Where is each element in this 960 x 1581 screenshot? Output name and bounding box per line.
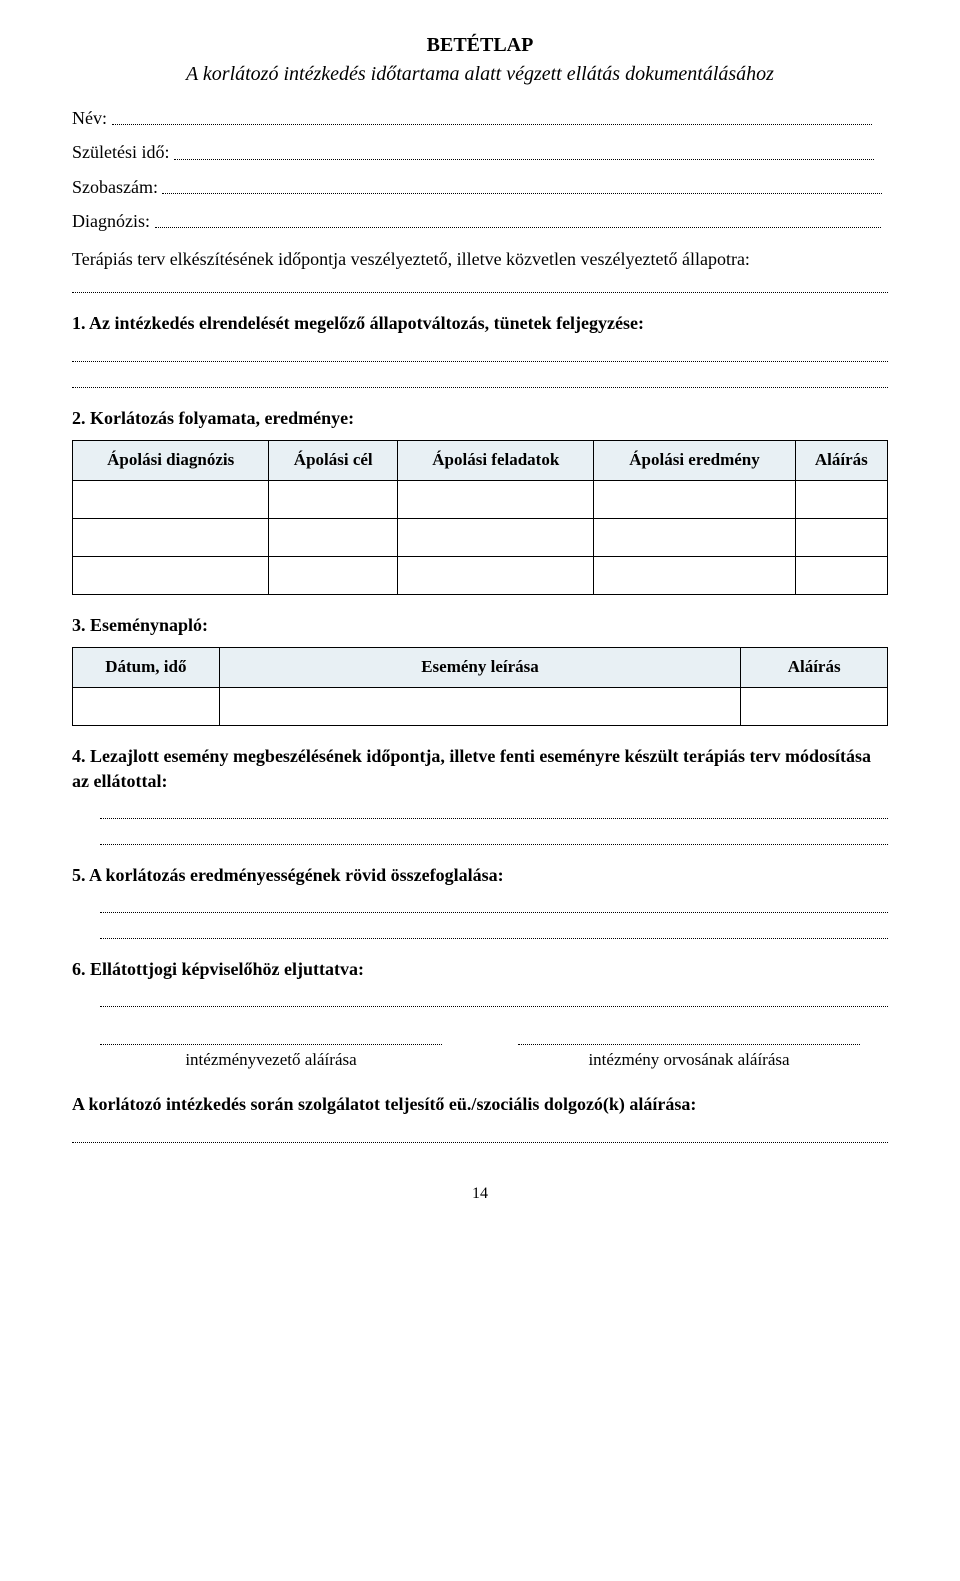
table-row bbox=[73, 519, 888, 557]
col-diagnosis: Ápolási diagnózis bbox=[73, 441, 269, 481]
event-log-table: Dátum, idő Esemény leírása Aláírás bbox=[72, 647, 888, 726]
dotted-line-full bbox=[72, 346, 888, 362]
dotted-line-full bbox=[100, 803, 888, 819]
dotted-line-full bbox=[100, 923, 888, 939]
diagnosis-label: Diagnózis: bbox=[72, 211, 150, 231]
table-row bbox=[73, 557, 888, 595]
signature-right-label: intézmény orvosának aláírása bbox=[518, 1049, 860, 1072]
dotted-line-full bbox=[100, 991, 888, 1007]
section-6-heading: 6. Ellátottjogi képviselőhöz eljuttatva: bbox=[72, 957, 888, 981]
col-datetime: Dátum, idő bbox=[73, 648, 220, 688]
field-room: Szobaszám: bbox=[72, 175, 888, 199]
table-row bbox=[73, 481, 888, 519]
dotted-line-full bbox=[100, 897, 888, 913]
signature-left: intézményvezető aláírása bbox=[100, 1031, 442, 1072]
title-main: BETÉTLAP bbox=[72, 32, 888, 59]
table-header-row: Dátum, idő Esemény leírása Aláírás bbox=[73, 648, 888, 688]
section-5-heading: 5. A korlátozás eredményességének rövid … bbox=[72, 863, 888, 887]
field-birth: Születési idő: bbox=[72, 140, 888, 164]
field-diagnosis: Diagnózis: bbox=[72, 209, 888, 233]
signature-left-label: intézményvezető aláírása bbox=[100, 1049, 442, 1072]
room-label: Szobaszám: bbox=[72, 177, 158, 197]
care-process-table: Ápolási diagnózis Ápolási cél Ápolási fe… bbox=[72, 440, 888, 595]
title-block: BETÉTLAP A korlátozó intézkedés időtarta… bbox=[72, 32, 888, 88]
table-header-row: Ápolási diagnózis Ápolási cél Ápolási fe… bbox=[73, 441, 888, 481]
col-description: Esemény leírása bbox=[219, 648, 741, 688]
dotted-line bbox=[155, 227, 881, 228]
col-result: Ápolási eredmény bbox=[594, 441, 795, 481]
section-4-heading: 4. Lezajlott esemény megbeszélésének idő… bbox=[72, 744, 888, 793]
birth-label: Születési idő: bbox=[72, 142, 170, 162]
final-line: A korlátozó intézkedés során szolgálatot… bbox=[72, 1092, 888, 1116]
section-2-heading: 2. Korlátozás folyamata, eredménye: bbox=[72, 406, 888, 430]
dotted-line bbox=[162, 193, 882, 194]
title-sub: A korlátozó intézkedés időtartama alatt … bbox=[72, 61, 888, 88]
signature-right: intézmény orvosának aláírása bbox=[518, 1031, 860, 1072]
dotted-line bbox=[174, 159, 874, 160]
dotted-line-full bbox=[72, 277, 888, 293]
table-row bbox=[73, 688, 888, 726]
section-3-heading: 3. Eseménynapló: bbox=[72, 613, 888, 637]
dotted-line-full bbox=[72, 1127, 888, 1143]
col-goal: Ápolási cél bbox=[269, 441, 398, 481]
col-signature: Aláírás bbox=[741, 648, 888, 688]
dotted-line bbox=[518, 1031, 860, 1045]
col-signature: Aláírás bbox=[795, 441, 887, 481]
page-number: 14 bbox=[72, 1183, 888, 1205]
signature-row: intézményvezető aláírása intézmény orvos… bbox=[72, 1031, 888, 1072]
therapy-line: Terápiás terv elkészítésének időpontja v… bbox=[72, 247, 888, 271]
dotted-line-full bbox=[72, 372, 888, 388]
field-name: Név: bbox=[72, 106, 888, 130]
dotted-line bbox=[112, 124, 872, 125]
section-1-heading: 1. Az intézkedés elrendelését megelőző á… bbox=[72, 311, 888, 335]
dotted-line bbox=[100, 1031, 442, 1045]
name-label: Név: bbox=[72, 108, 107, 128]
col-tasks: Ápolási feladatok bbox=[398, 441, 594, 481]
dotted-line-full bbox=[100, 829, 888, 845]
